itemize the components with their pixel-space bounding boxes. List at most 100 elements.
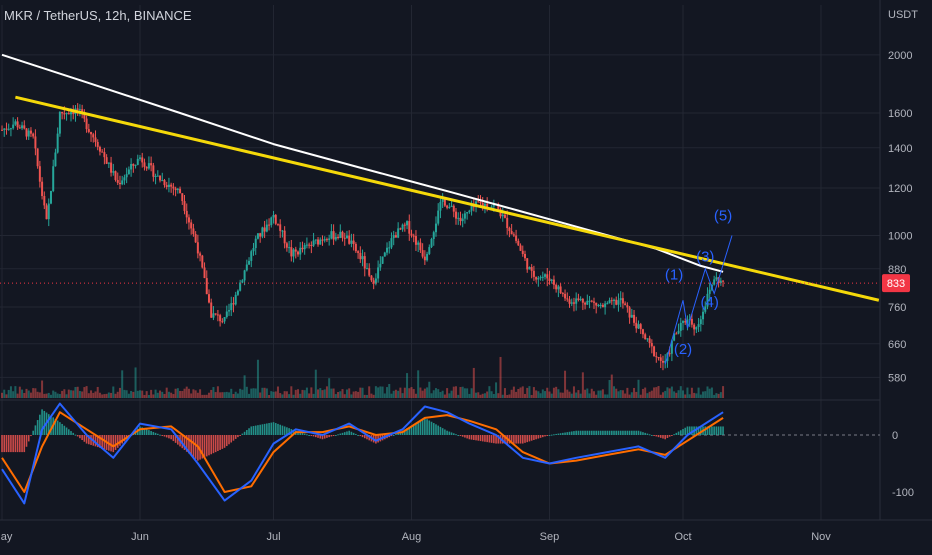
- candle-body[interactable]: [34, 136, 37, 149]
- candle-body[interactable]: [621, 298, 624, 304]
- candle-body[interactable]: [101, 151, 104, 153]
- candle-body[interactable]: [639, 324, 642, 330]
- candle-body[interactable]: [47, 203, 50, 220]
- candle-body[interactable]: [281, 230, 284, 232]
- candle-body[interactable]: [216, 314, 219, 316]
- candle-body[interactable]: [693, 324, 696, 330]
- candle-body[interactable]: [132, 164, 135, 166]
- candle-body[interactable]: [43, 196, 46, 206]
- candle-body[interactable]: [145, 166, 148, 169]
- candle-body[interactable]: [310, 245, 313, 247]
- candle-body[interactable]: [219, 315, 222, 322]
- candle-body[interactable]: [555, 284, 558, 290]
- candle-body[interactable]: [479, 201, 482, 203]
- candle-body[interactable]: [630, 314, 633, 318]
- candle-body[interactable]: [312, 240, 315, 246]
- candle-body[interactable]: [152, 165, 155, 177]
- candle-body[interactable]: [214, 313, 217, 315]
- candle-body[interactable]: [381, 256, 384, 264]
- candle-body[interactable]: [123, 177, 126, 181]
- candle-body[interactable]: [546, 274, 549, 279]
- candle-body[interactable]: [254, 238, 257, 249]
- candle-body[interactable]: [544, 274, 547, 277]
- candle-body[interactable]: [239, 282, 242, 291]
- candle-body[interactable]: [432, 232, 435, 240]
- candle-body[interactable]: [325, 239, 328, 241]
- candle-body[interactable]: [29, 130, 32, 134]
- candle-body[interactable]: [156, 175, 159, 177]
- candle-body[interactable]: [319, 239, 322, 245]
- candle-body[interactable]: [207, 294, 210, 303]
- candle-body[interactable]: [706, 293, 709, 307]
- candle-body[interactable]: [98, 146, 101, 152]
- candle-body[interactable]: [341, 231, 344, 238]
- candle-body[interactable]: [343, 237, 346, 239]
- candle-body[interactable]: [357, 251, 360, 253]
- candle-body[interactable]: [377, 267, 380, 279]
- candle-body[interactable]: [359, 252, 362, 260]
- candle-body[interactable]: [150, 163, 153, 166]
- candle-body[interactable]: [36, 148, 39, 167]
- candle-body[interactable]: [421, 250, 424, 257]
- candle-body[interactable]: [535, 276, 538, 280]
- candle-body[interactable]: [463, 213, 466, 219]
- candle-body[interactable]: [363, 256, 366, 269]
- candle-body[interactable]: [21, 125, 24, 129]
- candle-body[interactable]: [528, 267, 531, 270]
- candle-body[interactable]: [664, 360, 667, 363]
- candle-body[interactable]: [143, 162, 146, 167]
- candle-body[interactable]: [537, 278, 540, 280]
- candle-body[interactable]: [305, 244, 308, 246]
- candle-body[interactable]: [448, 207, 451, 209]
- candle-body[interactable]: [174, 188, 177, 191]
- candle-body[interactable]: [697, 324, 700, 328]
- candle-body[interactable]: [112, 171, 115, 173]
- candle-body[interactable]: [670, 340, 673, 354]
- candle-body[interactable]: [690, 318, 693, 325]
- candle-body[interactable]: [619, 298, 622, 301]
- candle-body[interactable]: [228, 310, 231, 312]
- candle-body[interactable]: [27, 130, 30, 137]
- candle-body[interactable]: [49, 191, 52, 204]
- candle-body[interactable]: [584, 302, 587, 305]
- candle-body[interactable]: [452, 205, 455, 212]
- candle-body[interactable]: [87, 129, 90, 132]
- candle-body[interactable]: [677, 330, 680, 334]
- candle-body[interactable]: [659, 357, 662, 361]
- candle-body[interactable]: [492, 204, 495, 207]
- candle-body[interactable]: [374, 278, 377, 284]
- candle-body[interactable]: [334, 236, 337, 240]
- candle-body[interactable]: [52, 166, 55, 192]
- candle-body[interactable]: [303, 245, 306, 250]
- candle-body[interactable]: [70, 112, 73, 115]
- candle-body[interactable]: [221, 321, 224, 323]
- candle-body[interactable]: [161, 180, 164, 182]
- candle-body[interactable]: [566, 298, 569, 300]
- candle-body[interactable]: [323, 239, 326, 241]
- candle-body[interactable]: [243, 270, 246, 281]
- candle-body[interactable]: [457, 217, 460, 219]
- candle-body[interactable]: [45, 205, 48, 220]
- candle-body[interactable]: [163, 180, 166, 186]
- candle-body[interactable]: [268, 224, 271, 226]
- candle-body[interactable]: [722, 280, 725, 282]
- candle-body[interactable]: [679, 322, 682, 331]
- candle-body[interactable]: [426, 253, 429, 261]
- candle-body[interactable]: [410, 233, 413, 236]
- candle-body[interactable]: [699, 319, 702, 325]
- candle-body[interactable]: [288, 247, 291, 249]
- candle-body[interactable]: [190, 222, 193, 229]
- candle-body[interactable]: [626, 305, 629, 308]
- candle-body[interactable]: [12, 124, 15, 129]
- candle-body[interactable]: [568, 299, 571, 304]
- candle-body[interactable]: [294, 249, 297, 252]
- candle-body[interactable]: [604, 303, 607, 308]
- candle-body[interactable]: [708, 289, 711, 294]
- candle-body[interactable]: [599, 304, 602, 306]
- candle-body[interactable]: [3, 128, 6, 130]
- candle-body[interactable]: [85, 118, 88, 130]
- candle-body[interactable]: [557, 286, 560, 290]
- candle-body[interactable]: [212, 313, 215, 318]
- candle-body[interactable]: [682, 321, 684, 323]
